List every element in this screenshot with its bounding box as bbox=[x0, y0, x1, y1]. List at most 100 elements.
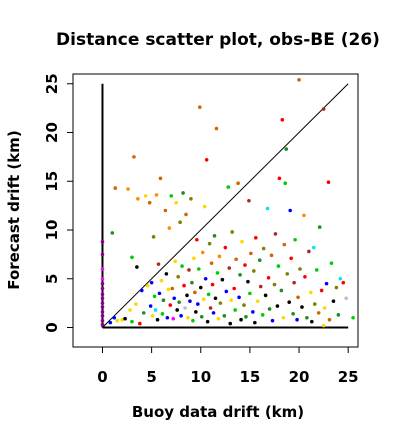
data-point bbox=[178, 220, 182, 224]
data-point bbox=[257, 258, 262, 263]
data-point bbox=[255, 299, 260, 303]
data-point bbox=[192, 256, 196, 261]
data-point bbox=[100, 305, 105, 309]
data-point bbox=[172, 296, 177, 301]
data-point bbox=[115, 318, 120, 323]
data-point bbox=[100, 286, 105, 291]
data-point bbox=[158, 176, 163, 181]
data-point bbox=[263, 293, 268, 298]
data-point bbox=[150, 314, 155, 318]
data-point bbox=[145, 283, 150, 288]
data-point bbox=[302, 213, 306, 218]
data-point bbox=[283, 181, 288, 185]
data-point bbox=[226, 185, 231, 189]
data-point bbox=[300, 305, 304, 309]
data-point bbox=[100, 322, 105, 327]
data-points bbox=[100, 78, 355, 328]
data-point bbox=[211, 311, 216, 315]
data-point bbox=[100, 276, 105, 281]
data-point bbox=[310, 319, 314, 324]
data-point bbox=[298, 267, 302, 271]
data-point bbox=[180, 264, 184, 268]
data-point bbox=[181, 191, 185, 195]
x-axis: 0 5 10 15 20 25 bbox=[97, 347, 359, 386]
data-point bbox=[229, 298, 234, 303]
data-point bbox=[152, 294, 157, 299]
y-tick-label: 20 bbox=[43, 122, 61, 143]
data-point bbox=[261, 246, 266, 251]
data-point bbox=[289, 256, 293, 261]
data-point bbox=[213, 296, 218, 301]
data-point bbox=[130, 319, 134, 324]
data-point bbox=[141, 311, 146, 315]
data-point bbox=[258, 284, 263, 289]
x-tick-label: 15 bbox=[239, 368, 260, 386]
data-point bbox=[321, 323, 326, 328]
chart-title: Distance scatter plot, obs-BE (26) bbox=[56, 30, 380, 50]
data-point bbox=[336, 313, 341, 317]
data-point bbox=[253, 320, 257, 325]
data-point bbox=[270, 318, 275, 323]
data-point bbox=[242, 303, 246, 307]
data-point bbox=[171, 316, 176, 321]
data-point bbox=[223, 245, 228, 250]
data-point bbox=[238, 273, 242, 277]
data-point bbox=[249, 251, 253, 256]
data-point bbox=[202, 204, 207, 209]
data-point bbox=[201, 297, 206, 302]
data-point bbox=[265, 206, 270, 211]
data-point bbox=[282, 242, 287, 247]
data-point bbox=[316, 311, 321, 315]
y-axis-label: Forecast drift (km) bbox=[5, 130, 23, 289]
data-point bbox=[208, 306, 213, 310]
data-point bbox=[148, 304, 153, 308]
data-point bbox=[236, 181, 240, 185]
data-point bbox=[155, 317, 160, 322]
data-point bbox=[284, 147, 289, 151]
y-tick-label: 25 bbox=[43, 73, 61, 94]
data-point bbox=[136, 197, 140, 201]
data-point bbox=[100, 310, 105, 314]
data-point bbox=[166, 287, 171, 292]
data-point bbox=[163, 208, 168, 213]
data-point bbox=[100, 281, 105, 286]
data-point bbox=[275, 304, 280, 308]
data-point bbox=[214, 126, 219, 131]
data-point bbox=[260, 313, 265, 317]
data-point bbox=[175, 308, 179, 312]
data-point bbox=[297, 78, 301, 82]
data-point bbox=[292, 280, 296, 285]
data-point bbox=[218, 301, 223, 305]
data-point bbox=[157, 291, 162, 296]
data-point bbox=[139, 288, 144, 293]
data-point bbox=[232, 286, 236, 291]
data-point bbox=[288, 208, 292, 213]
data-point bbox=[183, 306, 187, 310]
data-point bbox=[161, 298, 166, 303]
data-point bbox=[276, 264, 281, 268]
data-point bbox=[305, 315, 309, 320]
data-point bbox=[143, 194, 148, 198]
data-point bbox=[188, 299, 192, 303]
data-point bbox=[233, 308, 237, 312]
data-point bbox=[100, 252, 105, 257]
y-tick-label: 10 bbox=[43, 220, 61, 241]
data-point bbox=[187, 268, 191, 272]
data-point bbox=[199, 314, 204, 319]
data-point bbox=[321, 107, 326, 111]
data-point bbox=[134, 302, 138, 306]
data-point bbox=[344, 296, 349, 301]
data-point bbox=[210, 282, 215, 287]
data-point bbox=[200, 250, 205, 255]
data-point bbox=[228, 321, 233, 326]
data-point bbox=[207, 241, 212, 246]
data-point bbox=[307, 249, 311, 254]
data-point bbox=[184, 212, 188, 217]
data-point bbox=[280, 118, 285, 122]
data-point bbox=[206, 292, 211, 297]
data-point bbox=[159, 278, 164, 283]
data-point bbox=[251, 310, 255, 314]
data-point bbox=[156, 262, 161, 266]
data-point bbox=[295, 317, 299, 322]
data-point bbox=[215, 271, 220, 275]
